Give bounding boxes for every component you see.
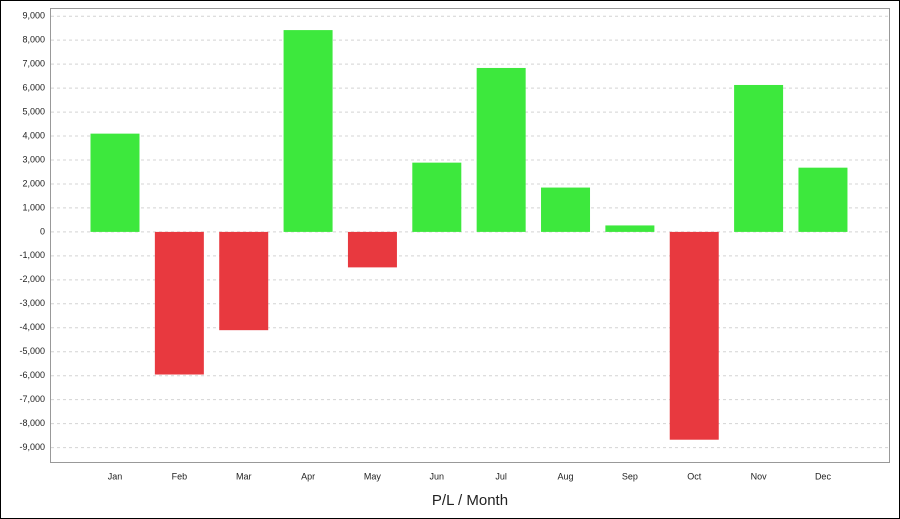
x-tick-label: Apr: [301, 471, 315, 481]
y-tick-label: 9,000: [22, 11, 45, 21]
x-tick-label: Aug: [558, 471, 574, 481]
bar: [734, 84, 784, 232]
bar: [283, 30, 333, 232]
y-tick-label: -8,000: [19, 418, 45, 428]
y-tick-label: 4,000: [22, 130, 45, 140]
y-tick-label: -3,000: [19, 298, 45, 308]
x-tick-label: May: [364, 471, 382, 481]
bar: [154, 231, 204, 375]
x-tick-label: Jul: [495, 471, 507, 481]
x-tick-label: Feb: [172, 471, 188, 481]
bar: [90, 133, 140, 232]
bar: [476, 67, 526, 232]
bar: [541, 187, 591, 232]
y-tick-label: 3,000: [22, 154, 45, 164]
y-tick-label: 7,000: [22, 59, 45, 69]
y-tick-label: 5,000: [22, 106, 45, 116]
y-tick-label: -1,000: [19, 250, 45, 260]
bar: [412, 162, 462, 232]
y-tick-label: -6,000: [19, 370, 45, 380]
bar: [347, 231, 397, 268]
y-tick-label: -5,000: [19, 346, 45, 356]
y-tick-label: -4,000: [19, 322, 45, 332]
bar: [605, 225, 655, 232]
x-tick-label: Jan: [108, 471, 123, 481]
y-tick-label: 8,000: [22, 35, 45, 45]
x-tick-label: Dec: [815, 471, 832, 481]
y-tick-label: 6,000: [22, 82, 45, 92]
y-tick-label: -7,000: [19, 394, 45, 404]
y-tick-label: -2,000: [19, 274, 45, 284]
y-tick-label: 2,000: [22, 178, 45, 188]
bar: [798, 167, 848, 232]
y-tick-label: 0: [40, 226, 45, 236]
x-tick-label: Mar: [236, 471, 252, 481]
x-tick-label: Oct: [687, 471, 702, 481]
y-tick-label: 1,000: [22, 202, 45, 212]
x-tick-label: Jun: [430, 471, 445, 481]
y-tick-label: -9,000: [19, 442, 45, 452]
bar: [669, 231, 719, 440]
bar: [219, 231, 269, 331]
x-tick-label: Sep: [622, 471, 638, 481]
x-tick-label: Nov: [751, 471, 768, 481]
x-axis-title: P/L / Month: [432, 492, 508, 509]
